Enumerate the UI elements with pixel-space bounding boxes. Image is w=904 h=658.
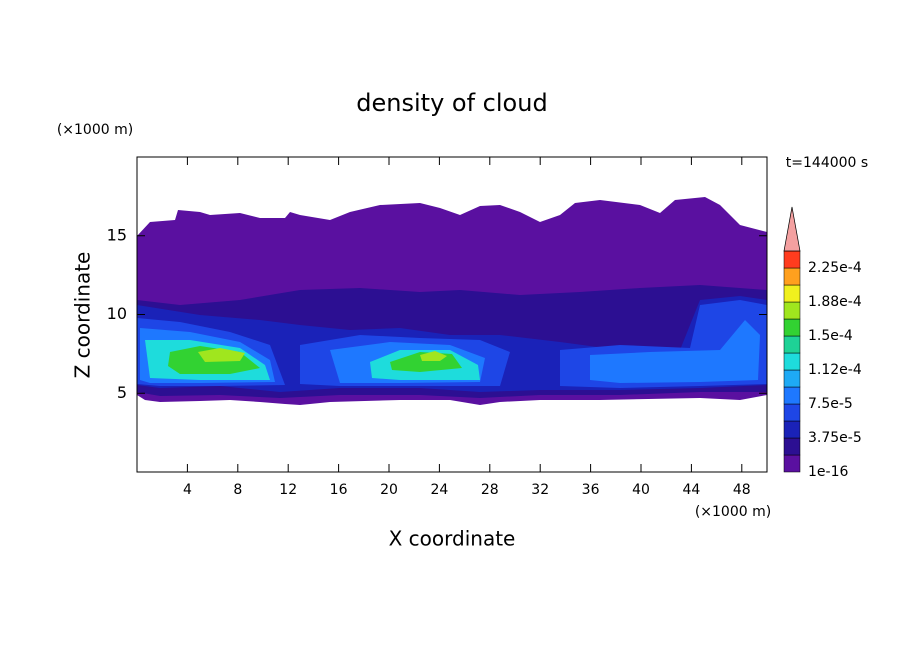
- x-tick-label: 8: [233, 482, 242, 498]
- x-tick-label: 48: [733, 482, 751, 498]
- colorbar-band: [783, 386, 801, 405]
- x-axis-label: X coordinate: [389, 527, 516, 551]
- x-tick-label: 44: [682, 482, 700, 498]
- colorbar-label: 3.75e-5: [808, 430, 862, 446]
- colorbar-label: 2.25e-4: [808, 260, 862, 276]
- y-tick-label: 15: [107, 225, 127, 244]
- colorbar-band: [783, 420, 801, 439]
- colorbar-band: [783, 335, 801, 354]
- x-tick-label: 16: [330, 482, 348, 498]
- colorbar-band: [783, 301, 801, 320]
- chart-title: density of cloud: [356, 89, 547, 117]
- contour-field: [137, 197, 767, 405]
- colorbar-extension: [783, 206, 801, 252]
- contour-region: [198, 348, 245, 362]
- x-tick-label: 4: [183, 482, 192, 498]
- colorbar-label: 1.5e-4: [808, 328, 853, 344]
- x-tick-label: 32: [531, 482, 549, 498]
- x-tick-label: 40: [632, 482, 650, 498]
- y-unit: (×1000 m): [57, 122, 133, 138]
- x-tick-label: 24: [430, 482, 448, 498]
- x-tick-label: 36: [582, 482, 600, 498]
- colorbar-band: [783, 284, 801, 303]
- y-tick-label: 5: [117, 383, 127, 402]
- x-unit: (×1000 m): [695, 504, 771, 520]
- x-tick-label: 20: [380, 482, 398, 498]
- y-axis-label: Z coordinate: [71, 252, 95, 379]
- colorbar-label: 1e-16: [808, 464, 848, 480]
- colorbar-band: [783, 267, 801, 286]
- colorbar-band: [783, 250, 801, 269]
- contour-region: [590, 320, 760, 383]
- x-tick-label: 12: [279, 482, 297, 498]
- time-label: t=144000 s: [786, 155, 868, 171]
- colorbar-band: [783, 454, 801, 473]
- colorbar-band: [783, 369, 801, 388]
- colorbar-band: [783, 403, 801, 422]
- colorbar-band: [783, 352, 801, 371]
- y-tick-label: 10: [107, 304, 127, 323]
- colorbar-label: 1.12e-4: [808, 362, 862, 378]
- x-tick-label: 28: [481, 482, 499, 498]
- contour-region: [420, 351, 447, 361]
- colorbar-label: 1.88e-4: [808, 294, 862, 310]
- colorbar-band: [783, 318, 801, 337]
- colorbar-label: 7.5e-5: [808, 396, 853, 412]
- colorbar-band: [783, 437, 801, 456]
